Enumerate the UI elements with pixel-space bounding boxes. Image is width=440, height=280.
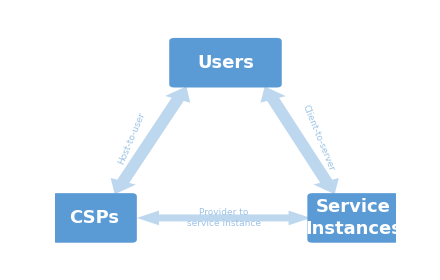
Polygon shape	[137, 211, 311, 225]
Text: Provider to
service instance: Provider to service instance	[187, 207, 261, 228]
Text: Host-to-user: Host-to-user	[117, 111, 147, 166]
Text: Users: Users	[197, 54, 254, 72]
FancyBboxPatch shape	[51, 193, 137, 243]
Polygon shape	[111, 87, 190, 194]
Polygon shape	[260, 87, 339, 194]
Text: Service
Instances: Service Instances	[305, 198, 402, 238]
FancyBboxPatch shape	[307, 193, 400, 243]
Text: CSPs: CSPs	[69, 209, 119, 227]
FancyBboxPatch shape	[169, 38, 282, 87]
Text: Client-to-server: Client-to-server	[301, 104, 336, 173]
